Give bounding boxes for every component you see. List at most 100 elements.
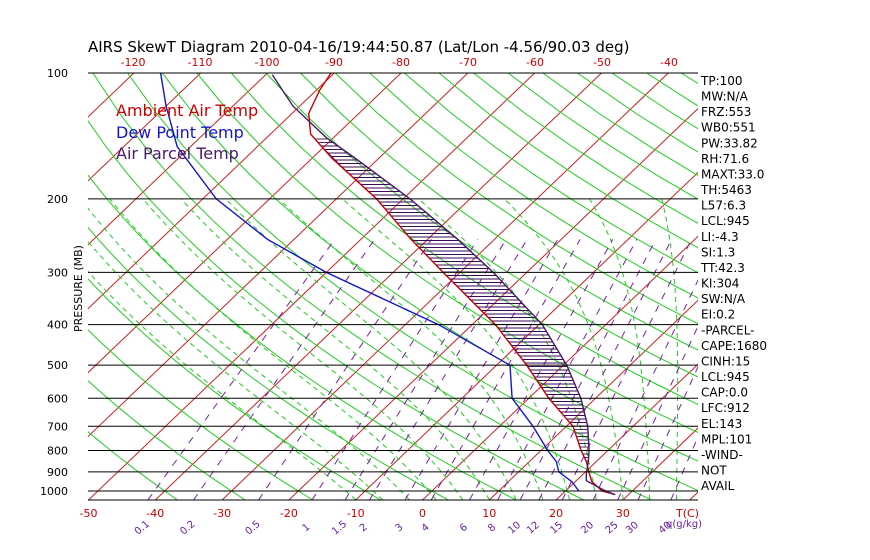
index-value: LI:-4.3: [701, 230, 739, 244]
dry-adiabat-line: [334, 73, 698, 325]
mixing-ratio-tick-label: 12: [525, 520, 542, 537]
legend-dewpoint: Dew Point Temp: [116, 123, 244, 142]
ambient-temp-line: [307, 73, 616, 496]
dry-adiabat-line: [88, 226, 449, 500]
index-value: KI:304: [701, 277, 739, 291]
moist-adiabat-line: [180, 198, 490, 500]
index-value: WB0:551: [701, 121, 756, 135]
top-temp-tick-label: -80: [392, 56, 410, 69]
mixing-ratio-line: [538, 239, 673, 500]
index-value: MAXT:33.0: [701, 167, 764, 181]
pressure-tick-label: 700: [47, 420, 68, 433]
top-temp-tick-label: -70: [459, 56, 477, 69]
top-temp-tick-label: -50: [593, 56, 611, 69]
moist-adiabat-line: [88, 270, 357, 500]
moist-adiabat-line: [88, 207, 410, 500]
temp-tick-label: 30: [616, 507, 630, 520]
isotherm-line: [0, 73, 67, 500]
dry-adiabat-line: [88, 174, 517, 500]
index-value: NOT: [701, 464, 727, 478]
dry-adiabat-line: [88, 120, 584, 500]
y-axis-label: PRESSURE (MB): [72, 245, 85, 332]
index-value: EL:143: [701, 417, 742, 431]
dry-adiabat-line: [438, 73, 698, 249]
pressure-tick-label: 1000: [40, 485, 68, 498]
isotherm-line: [622, 427, 698, 500]
temp-tick-label: 20: [549, 507, 563, 520]
mixing-ratio-tick-label: 2: [358, 522, 370, 535]
index-value: RH:71.6: [701, 152, 749, 166]
dry-adiabat-line: [265, 73, 698, 378]
mixing-ratio-unit: q(g/kg): [666, 519, 702, 530]
dry-adiabat-line: [300, 73, 698, 351]
mixing-ratio-line: [592, 279, 698, 500]
isotherm-line: [757, 73, 870, 500]
isotherm-line: [221, 73, 669, 500]
index-value: FRZ:553: [701, 105, 751, 119]
dry-adiabat-line: [231, 73, 698, 406]
dry-adiabat-line: [507, 73, 698, 200]
pressure-tick-label: 900: [47, 466, 68, 479]
mixing-ratio-line: [258, 239, 432, 500]
index-value: -WIND-: [701, 448, 743, 462]
moist-adiabat-line: [225, 198, 517, 500]
mixing-ratio-tick-label: 0.2: [178, 519, 197, 538]
pressure-tick-label: 300: [47, 266, 68, 279]
temp-tick-label: 10: [482, 507, 496, 520]
dry-adiabat-line: [88, 380, 246, 500]
dry-adiabat-line: [473, 73, 698, 224]
moist-adiabat-line: [88, 240, 383, 500]
moist-adiabat-line: [142, 198, 464, 500]
temp-tick-label: -50: [80, 507, 98, 520]
dry-adiabat-line: [369, 73, 698, 299]
top-temp-tick-label: -40: [660, 56, 678, 69]
index-value: AVAIL: [701, 479, 735, 493]
top-temp-tick-label: -60: [526, 56, 544, 69]
index-value: TT:42.3: [700, 261, 745, 275]
top-temp-tick-label: -90: [325, 56, 343, 69]
pressure-tick-label: 200: [47, 193, 68, 206]
index-value: CINH:15: [701, 354, 750, 368]
dry-adiabat-line: [127, 73, 698, 492]
parcel-temp-line: [271, 74, 616, 496]
mixing-ratio-line: [617, 325, 698, 500]
dry-adiabat-line: [88, 431, 178, 500]
index-value: -PARCEL-: [701, 323, 755, 337]
mixing-ratio-line: [311, 239, 479, 500]
mixing-ratio-tick-label: 20: [579, 520, 596, 537]
isotherm-line: [555, 363, 698, 500]
index-value: TP:100: [700, 74, 743, 88]
moist-adiabat-line: [341, 198, 571, 500]
index-value: CAPE:1680: [701, 339, 767, 353]
isotherm-line: [88, 73, 469, 438]
dry-adiabat-line: [161, 73, 698, 462]
isotherm-line: [88, 73, 202, 182]
mixing-ratio-tick-label: 30: [624, 520, 641, 537]
index-value: MPL:101: [701, 432, 752, 446]
mixing-ratio-line: [519, 239, 657, 500]
legend-ambient: Ambient Air Temp: [116, 101, 258, 120]
mixing-ratio-line: [561, 239, 692, 500]
mixing-ratio-tick-label: 15: [548, 520, 565, 537]
dry-adiabat-line: [646, 73, 698, 107]
moist-adiabat-line: [109, 198, 437, 500]
mixing-ratio-tick-label: 3: [394, 522, 406, 535]
dry-adiabat-line: [88, 329, 314, 500]
pressure-tick-label: 100: [47, 67, 68, 80]
dry-adiabat-line: [196, 73, 698, 433]
index-value: SW:N/A: [701, 292, 746, 306]
mixing-ratio-tick-label: 4: [420, 522, 432, 535]
moist-adiabat-line: [504, 198, 624, 500]
index-value: CAP:0.0: [701, 386, 748, 400]
isotherm-line: [288, 107, 698, 500]
dry-adiabat-line: [404, 73, 698, 274]
mixing-ratio-tick-label: 25: [604, 520, 621, 537]
isotherm-line: [155, 73, 602, 500]
temp-tick-label: 0: [419, 507, 426, 520]
isotherm-line: [422, 235, 698, 500]
temp-tick-label: -20: [280, 507, 298, 520]
pressure-tick-label: 400: [47, 319, 68, 332]
legend-parcel: Air Parcel Temp: [116, 144, 239, 163]
index-value: PW:33.82: [701, 136, 758, 150]
